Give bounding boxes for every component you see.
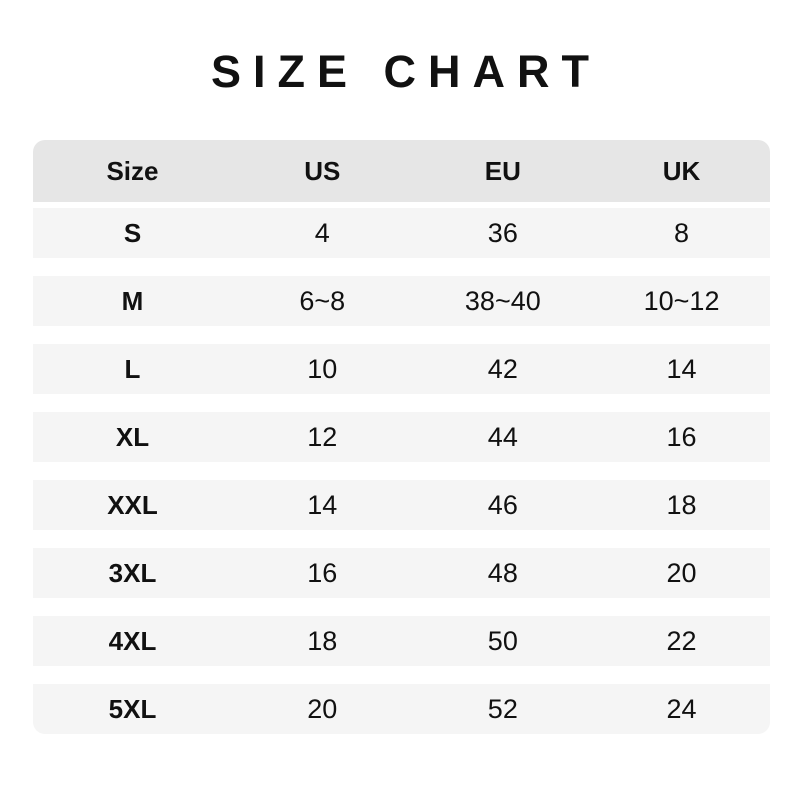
cell-size: 3XL	[108, 558, 157, 588]
cell-size: L	[124, 354, 141, 384]
cell-uk: 22	[666, 625, 697, 656]
cell-size: XXL	[107, 490, 158, 520]
size-chart-table: Size US EU UK S 4 36 8 M 6~8 38~40 10~12…	[33, 140, 770, 734]
cell-size: 4XL	[108, 626, 157, 656]
cell-eu: 36	[487, 217, 518, 248]
cell-uk: 18	[666, 489, 697, 520]
column-header-eu: EU	[484, 156, 521, 186]
cell-eu: 48	[487, 557, 518, 588]
cell-eu: 38~40	[464, 285, 541, 316]
cell-uk: 24	[666, 693, 697, 724]
table-row: M 6~8 38~40 10~12	[33, 276, 770, 326]
cell-us: 20	[307, 693, 338, 724]
table-row: XXL 14 46 18	[33, 480, 770, 530]
cell-uk: 20	[666, 557, 697, 588]
cell-us: 14	[307, 489, 338, 520]
table-row: S 4 36 8	[33, 208, 770, 258]
cell-us: 4	[314, 217, 330, 248]
cell-us: 10	[307, 353, 338, 384]
cell-eu: 44	[487, 421, 518, 452]
table-row: 3XL 16 48 20	[33, 548, 770, 598]
cell-us: 12	[307, 421, 338, 452]
cell-size: 5XL	[108, 694, 157, 724]
cell-uk: 16	[666, 421, 697, 452]
column-header-us: US	[304, 156, 341, 186]
table-row: 4XL 18 50 22	[33, 616, 770, 666]
cell-us: 6~8	[299, 285, 346, 316]
cell-size: M	[121, 286, 144, 316]
cell-eu: 52	[487, 693, 518, 724]
table-header-row: Size US EU UK	[33, 140, 770, 202]
cell-eu: 46	[487, 489, 518, 520]
column-header-uk: UK	[662, 156, 701, 186]
cell-size: XL	[115, 422, 150, 452]
cell-uk: 10~12	[643, 285, 720, 316]
page-title: SIZE CHART	[211, 46, 601, 97]
cell-size: S	[123, 218, 142, 248]
cell-us: 16	[307, 557, 338, 588]
table-row: XL 12 44 16	[33, 412, 770, 462]
cell-uk: 14	[666, 353, 697, 384]
cell-us: 18	[307, 625, 338, 656]
column-header-size: Size	[106, 156, 159, 186]
table-row: L 10 42 14	[33, 344, 770, 394]
cell-uk: 8	[674, 217, 690, 248]
cell-eu: 50	[487, 625, 518, 656]
table-row: 5XL 20 52 24	[33, 684, 770, 734]
cell-eu: 42	[487, 353, 518, 384]
